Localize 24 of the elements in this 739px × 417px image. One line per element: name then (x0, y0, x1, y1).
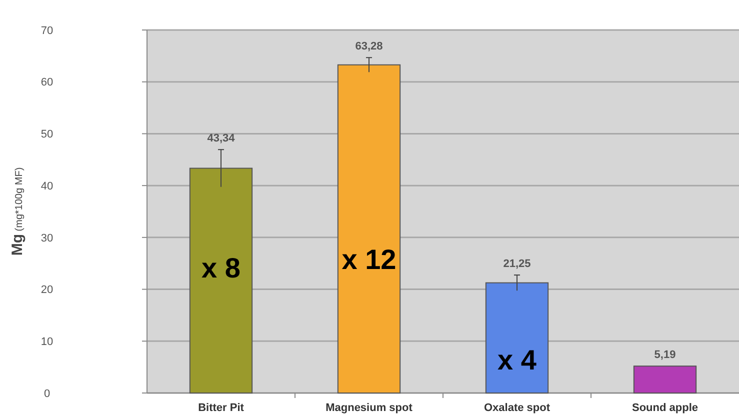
y-tick-label: 50 (40, 128, 54, 141)
data-label: 5,19 (654, 349, 676, 362)
y-axis-title: Mg (mg*100g MF) (9, 167, 26, 256)
bar (337, 64, 401, 394)
y-tick-label: 70 (40, 24, 54, 37)
annotation: x 8 (202, 252, 240, 284)
annotation: x 4 (498, 344, 537, 376)
x-tick-label: Sound apple (632, 402, 698, 414)
data-label: 21,25 (503, 258, 531, 270)
x-tick-label: Magnesium spot (326, 402, 413, 414)
bar (485, 282, 549, 394)
data-label: 63,28 (355, 40, 383, 53)
bar (633, 366, 697, 394)
y-tick-label: 30 (40, 232, 54, 244)
annotation: x 12 (342, 244, 396, 276)
y-tick-label: 40 (40, 180, 54, 192)
bar (189, 168, 253, 394)
y-tick-label: 20 (40, 284, 54, 296)
data-label: 43,34 (207, 132, 236, 145)
y-tick-label: 0 (44, 388, 50, 400)
x-tick-label: Oxalate spot (484, 402, 550, 414)
x-tick-label: Bitter Pit (198, 402, 244, 414)
y-tick-label: 10 (40, 336, 54, 348)
y-tick-label: 60 (40, 76, 54, 89)
